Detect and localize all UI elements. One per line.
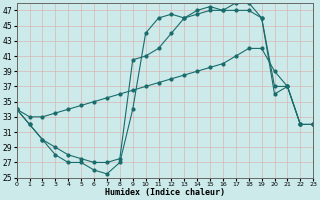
X-axis label: Humidex (Indice chaleur): Humidex (Indice chaleur)	[105, 188, 225, 197]
